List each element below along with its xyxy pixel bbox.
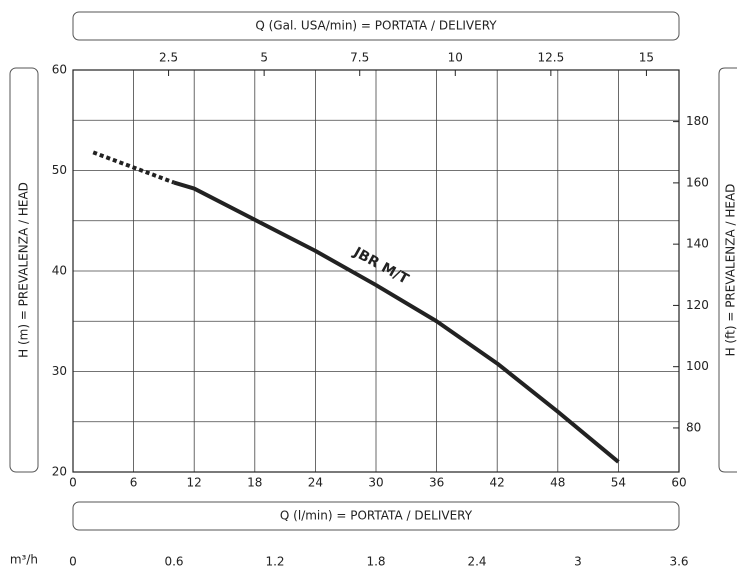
x-label: Q (l/min) = PORTATA / DELIVERY: [280, 509, 473, 523]
curve-label: JBR M/T: [350, 244, 412, 288]
top-box: [72, 11, 680, 41]
x3-tick-label: 0: [69, 555, 77, 569]
x3-label: m³/h: [10, 553, 38, 567]
x-tick-label: 60: [671, 476, 686, 490]
right-tick-label: 80: [686, 420, 701, 434]
curve: [92, 150, 175, 185]
left-box: [9, 67, 39, 473]
right-box: [718, 67, 737, 473]
y-label: H (m) = PREVALENZA / HEAD: [17, 182, 31, 358]
top-tick-label: 10: [448, 51, 463, 65]
y-tick-label: 60: [52, 63, 67, 77]
x-tick-label: 54: [611, 476, 626, 490]
plot-frame: [72, 69, 680, 473]
x3-tick-label: 1.2: [265, 555, 284, 569]
x-tick-label: 48: [550, 476, 565, 490]
top-tick-label: 7.5: [350, 51, 369, 65]
x3-tick-label: 3.6: [669, 555, 688, 569]
x-tick-label: 6: [130, 476, 138, 490]
x-tick-label: 30: [368, 476, 383, 490]
x3-tick-label: 1.8: [366, 555, 385, 569]
top-tick-label: 15: [639, 51, 654, 65]
top-title: Q (Gal. USA/min) = PORTATA / DELIVERY: [255, 19, 497, 33]
y2-label: H (ft) = PREVALENZA / HEAD: [724, 184, 737, 357]
x3-tick-label: 3: [574, 555, 582, 569]
x-tick-label: 42: [490, 476, 505, 490]
y-tick-label: 40: [52, 264, 67, 278]
right-tick-label: 100: [686, 359, 709, 373]
y-tick-label: 50: [52, 163, 67, 177]
top-tick-label: 5: [260, 51, 268, 65]
y-tick-label: 20: [52, 465, 67, 479]
x-tick-label: 18: [247, 476, 262, 490]
x-tick-label: 12: [187, 476, 202, 490]
top-tick-label: 2.5: [159, 51, 178, 65]
x-tick-label: 0: [69, 476, 77, 490]
right-tick-label: 160: [686, 175, 709, 189]
x-tick-label: 24: [308, 476, 323, 490]
y-tick-label: 30: [52, 364, 67, 378]
top-tick-label: 12.5: [537, 51, 564, 65]
x-tick-label: 36: [429, 476, 444, 490]
curve: [173, 180, 620, 464]
right-tick-label: 140: [686, 237, 709, 251]
x3-tick-label: 0.6: [164, 555, 183, 569]
x3-tick-label: 2.4: [467, 555, 486, 569]
bottom-box: [72, 501, 680, 531]
right-tick-label: 120: [686, 298, 709, 312]
right-tick-label: 180: [686, 114, 709, 128]
